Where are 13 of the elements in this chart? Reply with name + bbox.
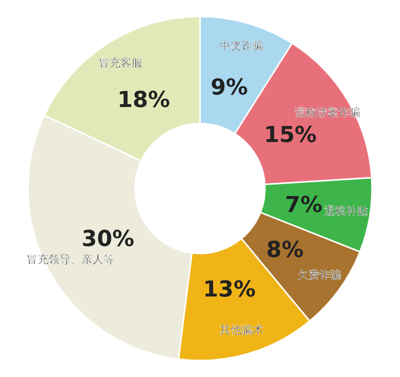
slice-label: 退税补贴 xyxy=(324,204,368,218)
slice-label: 欠费诈骗 xyxy=(298,268,342,282)
slice-label: 其他骗术 xyxy=(219,324,264,337)
slice-label: 冒充领导、亲人等 xyxy=(26,252,114,266)
slice-label: 冒充客服 xyxy=(98,56,143,70)
data-label: 18% xyxy=(117,88,170,113)
data-label: 15% xyxy=(264,123,317,148)
data-label: 9% xyxy=(210,76,248,101)
data-label: 8% xyxy=(266,238,304,264)
data-label: 30% xyxy=(82,227,134,252)
slice-label: 中奖诈骗 xyxy=(219,39,264,52)
data-label: 13% xyxy=(202,277,256,302)
data-label: 7% xyxy=(285,192,322,218)
